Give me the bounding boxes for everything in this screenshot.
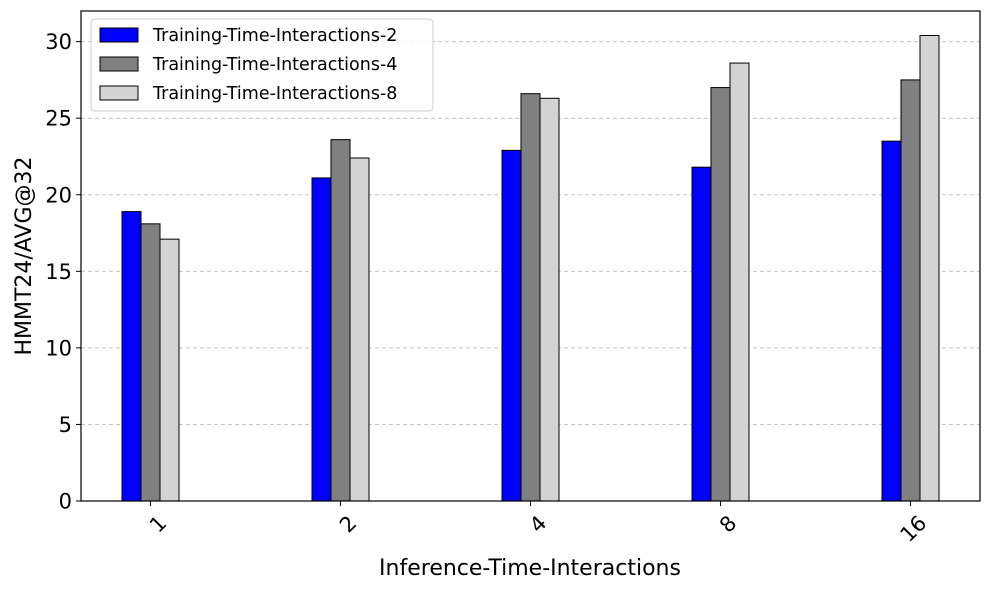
bar-2-8	[710, 87, 731, 502]
x-tick-label: 2	[335, 511, 361, 537]
bar-3-4	[539, 97, 560, 502]
y-tick-label: 0	[59, 490, 72, 514]
legend-swatch	[99, 85, 139, 101]
legend-swatch	[99, 27, 139, 43]
bars	[121, 35, 940, 502]
legend-label: Training-Time-Interactions-8	[152, 84, 397, 104]
y-tick-label: 25	[45, 107, 72, 131]
y-tick-label: 5	[59, 413, 72, 437]
bar-2-2	[330, 139, 351, 502]
y-tick-label: 10	[45, 336, 72, 360]
x-tick-label: 8	[715, 511, 741, 537]
bar-3-16	[919, 35, 940, 502]
x-axis-label: Inference-Time-Interactions	[379, 556, 681, 581]
legend-label: Training-Time-Interactions-4	[152, 55, 397, 75]
y-tick-label: 20	[45, 183, 72, 207]
bar-3-1	[159, 238, 180, 502]
bar-1-8	[691, 166, 712, 502]
bar-2-1	[140, 223, 161, 502]
x-tick-label: 16	[896, 511, 932, 547]
bar-1-16	[881, 140, 902, 502]
x-axis-ticks: 1 2 4 8 16	[145, 501, 931, 547]
legend-swatch	[99, 56, 139, 72]
bar-2-4	[520, 93, 541, 502]
legend: Training-Time-Interactions-2 Training-Tim…	[90, 18, 434, 112]
bar-2-16	[900, 79, 921, 502]
x-tick-label: 4	[525, 511, 551, 537]
y-tick-label: 15	[45, 260, 72, 284]
bar-3-8	[729, 62, 750, 502]
legend-box	[90, 18, 434, 112]
y-tick-label: 30	[45, 30, 72, 54]
bar-1-1	[121, 211, 142, 502]
legend-label: Training-Time-Interactions-2	[152, 26, 397, 46]
y-axis-label: HMMT24/AVG@32	[12, 156, 37, 355]
x-tick-label: 1	[145, 511, 171, 537]
y-axis-ticks: 0 5 10 15 20 25 30	[45, 30, 81, 514]
bar-3-2	[349, 157, 370, 502]
bar-1-4	[501, 149, 522, 502]
bar-1-2	[311, 177, 332, 502]
